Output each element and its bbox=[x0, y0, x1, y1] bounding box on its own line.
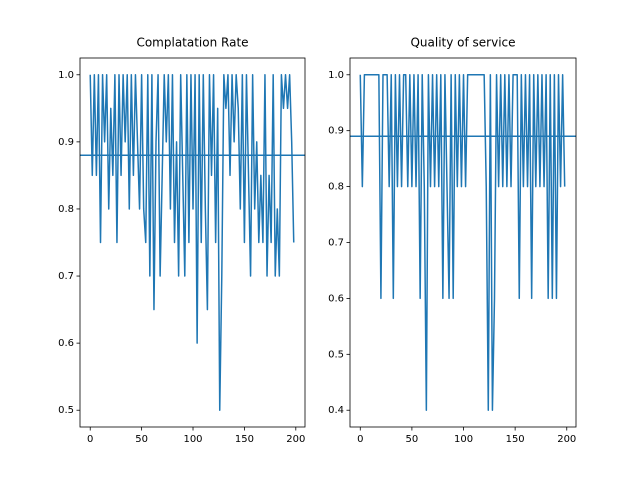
x-tick-label: 0 bbox=[357, 434, 363, 445]
y-tick-label: 1.0 bbox=[328, 70, 344, 81]
x-tick-label: 150 bbox=[506, 434, 525, 445]
x-tick-label: 100 bbox=[183, 434, 202, 445]
x-tick-label: 50 bbox=[406, 434, 419, 445]
y-tick-label: 1.0 bbox=[58, 70, 74, 81]
y-tick-label: 0.9 bbox=[328, 126, 344, 137]
data-line bbox=[89, 74, 295, 411]
y-tick-label: 0.6 bbox=[58, 338, 74, 349]
y-tick-label: 0.5 bbox=[328, 349, 344, 360]
subplot-title: Complatation Rate bbox=[136, 36, 248, 50]
y-tick-label: 0.6 bbox=[328, 293, 344, 304]
subplot-title: Quality of service bbox=[410, 36, 515, 50]
y-tick-label: 0.8 bbox=[58, 204, 74, 215]
x-tick-label: 100 bbox=[454, 434, 473, 445]
x-tick-label: 200 bbox=[557, 434, 576, 445]
y-tick-label: 0.7 bbox=[328, 238, 344, 249]
x-tick-label: 200 bbox=[286, 434, 305, 445]
y-tick-label: 0.8 bbox=[328, 182, 344, 193]
y-tick-label: 0.5 bbox=[58, 405, 74, 416]
subplot: Quality of service 0 50 100 150 200 0.4 0.5 0.6 0… bbox=[328, 36, 577, 445]
subplot: Complatation Rate 0 50 100 150 200 0.5 0.6 0.7 0.… bbox=[58, 36, 306, 445]
data-line bbox=[359, 74, 566, 411]
y-tick-label: 0.4 bbox=[328, 405, 344, 416]
y-tick-label: 0.9 bbox=[58, 137, 74, 148]
x-tick-label: 150 bbox=[235, 434, 254, 445]
y-tick-label: 0.7 bbox=[58, 271, 74, 282]
x-tick-label: 50 bbox=[135, 434, 148, 445]
axes-frame bbox=[79, 57, 306, 428]
x-tick-label: 0 bbox=[87, 434, 93, 445]
